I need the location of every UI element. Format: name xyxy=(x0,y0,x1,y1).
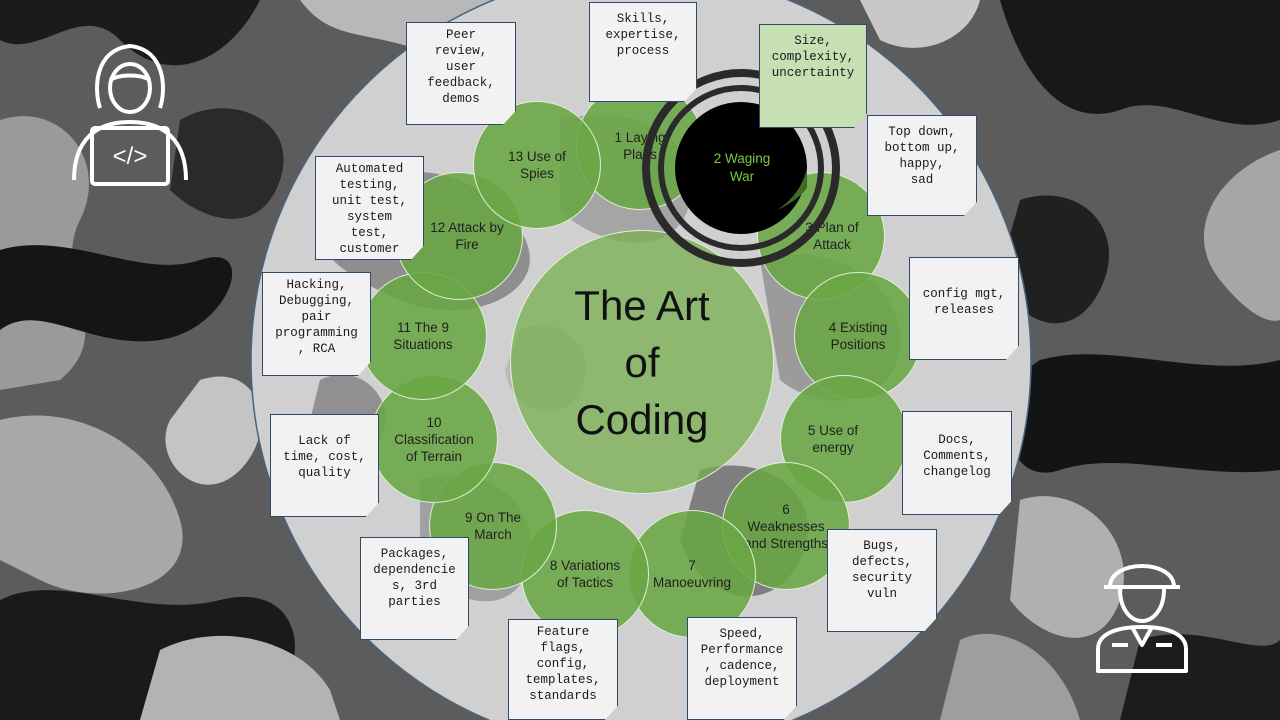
chapter-label-3: 3 Plan of Attack xyxy=(805,220,859,252)
note-config: config mgt, releases xyxy=(909,257,1019,360)
target-rings xyxy=(642,69,840,267)
note-packages: Packages, dependencie s, 3rd parties xyxy=(360,537,469,640)
coder-with-laptop-icon: </> xyxy=(72,44,188,186)
note-topdown: Top down, bottom up, happy, sad xyxy=(867,115,977,216)
chapter-label-5: 5 Use of energy xyxy=(807,423,859,455)
center-title: The Art of Coding xyxy=(510,230,774,494)
soldier-icon xyxy=(1096,564,1188,673)
svg-text:</>: </> xyxy=(113,143,148,170)
note-docs: Docs, Comments, changelog xyxy=(902,411,1012,515)
note-feature: Feature flags, config, templates, standa… xyxy=(508,619,618,720)
note-bugs: Bugs, defects, security vuln xyxy=(827,529,937,632)
chapter-label-7: 7 Manoeuvring xyxy=(652,558,732,590)
chapter-bubble-7: 7 Manoeuvring xyxy=(628,510,756,638)
note-skills: Skills, expertise, process xyxy=(589,2,697,102)
note-size: Size, complexity, uncertainty xyxy=(759,24,867,128)
note-hacking: Hacking, Debugging, pair programming , R… xyxy=(262,272,371,376)
chapter-label-10: 10 Classification of Terrain xyxy=(394,414,474,464)
chapter-label-11: 11 The 9 Situations xyxy=(393,320,453,352)
chapter-label-8: 8 Variations of Tactics xyxy=(549,558,621,590)
chapter-label-6: 6 Weaknesses and Strengths xyxy=(743,501,829,551)
chapter-label-4: 4 Existing Positions xyxy=(828,320,888,352)
chapter-label-13: 13 Use of Spies xyxy=(508,149,566,181)
chapter-label-9: 9 On The March xyxy=(464,510,522,542)
chapter-label-2: 2 Waging War xyxy=(713,151,771,184)
note-lack: Lack of time, cost, quality xyxy=(270,414,379,517)
note-automated: Automated testing, unit test, system tes… xyxy=(315,156,424,260)
chapter-bubble-13: 13 Use of Spies xyxy=(473,101,601,229)
chapter-label-12: 12 Attack by Fire xyxy=(430,220,504,252)
note-speed: Speed, Performance , cadence, deployment xyxy=(687,617,797,720)
note-peer: Peer review, user feedback, demos xyxy=(406,22,516,125)
